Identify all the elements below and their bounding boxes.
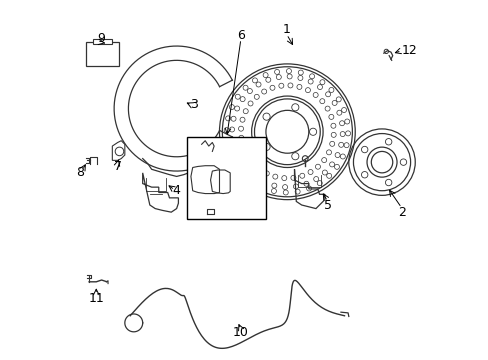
Text: 3: 3 — [190, 99, 198, 112]
Text: 10: 10 — [232, 327, 248, 339]
Text: 11: 11 — [88, 292, 104, 305]
Text: 12: 12 — [401, 44, 417, 57]
Text: 5: 5 — [324, 198, 332, 212]
Text: 8: 8 — [76, 166, 84, 179]
Text: 9: 9 — [98, 32, 105, 45]
Bar — [93, 39, 112, 44]
Bar — [187, 137, 265, 219]
Text: 4: 4 — [172, 184, 180, 197]
Text: 2: 2 — [397, 206, 405, 219]
Text: 7: 7 — [113, 160, 122, 173]
Text: 1: 1 — [282, 23, 290, 36]
Bar — [85, 42, 119, 66]
Text: 6: 6 — [237, 29, 244, 42]
